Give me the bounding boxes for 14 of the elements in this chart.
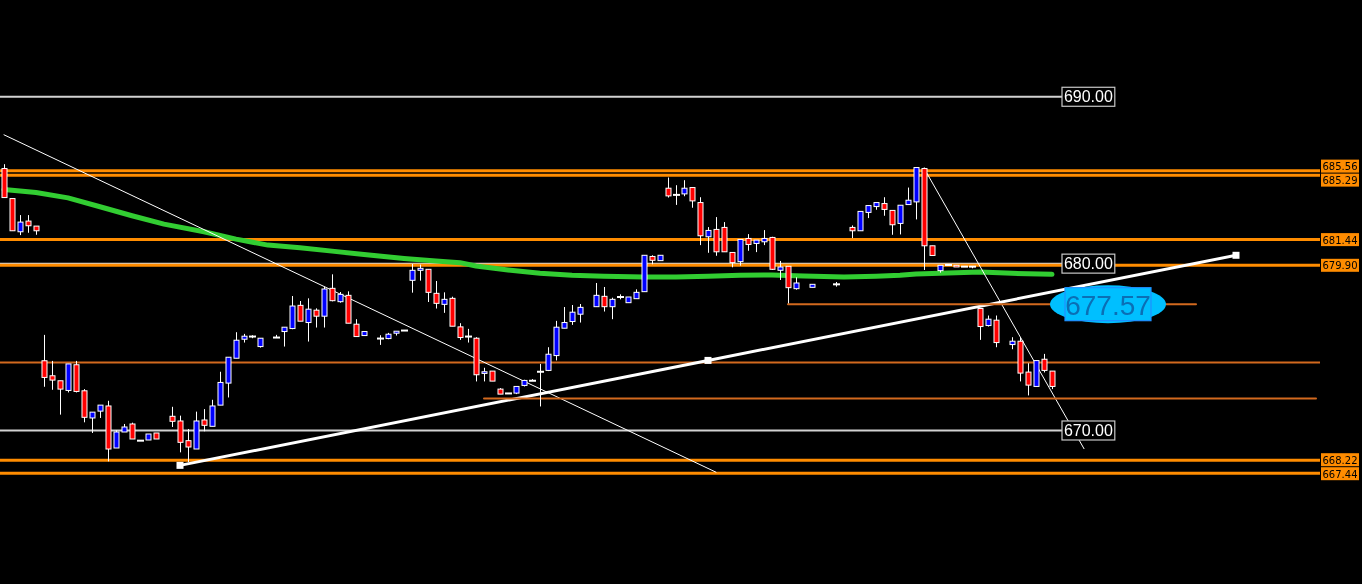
point bbox=[1232, 251, 1240, 259]
ref-line-label: 667.44 bbox=[1322, 468, 1358, 480]
y-tick-label: 680.00 bbox=[1063, 255, 1113, 273]
candlestick bbox=[536, 363, 545, 407]
ref-line-label: 681.44 bbox=[1322, 234, 1358, 246]
ref-line-label: 685.56 bbox=[1322, 161, 1358, 173]
y-tick-label: 670.00 bbox=[1063, 421, 1113, 439]
point bbox=[176, 461, 184, 469]
ref-line-label: 668.22 bbox=[1322, 454, 1358, 466]
point bbox=[704, 356, 712, 364]
ref-line-label: 679.90 bbox=[1322, 260, 1358, 272]
annotation: 677.57 bbox=[1065, 289, 1151, 321]
y-tick-label: 690.00 bbox=[1063, 88, 1113, 106]
ref-line-label: 685.29 bbox=[1322, 175, 1358, 187]
